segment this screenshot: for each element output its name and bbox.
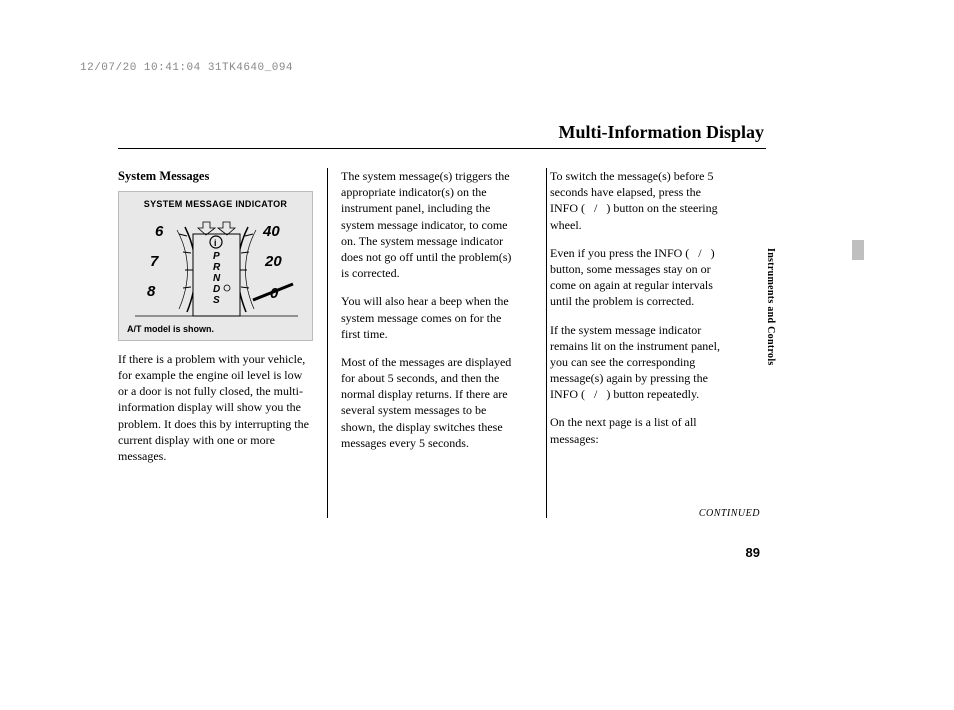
gear-r: R	[213, 262, 221, 273]
figure-caption: A/T model is shown.	[127, 323, 214, 335]
gauge-num-20: 20	[264, 253, 282, 270]
column-1: System Messages SYSTEM MESSAGE INDICATOR…	[118, 168, 327, 476]
gauge-diagram: 6 7 8 40 20 0	[125, 212, 308, 322]
gauge-num-7: 7	[150, 253, 159, 270]
gauge-num-40: 40	[262, 223, 280, 240]
gear-p: P	[213, 251, 220, 262]
page-title: Multi-Information Display	[558, 122, 764, 143]
col2-para-1: The system message(s) triggers the appro…	[341, 168, 522, 281]
title-rule	[118, 148, 766, 149]
col2-para-3: Most of the messages are displayed for a…	[341, 354, 522, 451]
section-label: Instruments and Controls	[765, 248, 776, 366]
gauge-figure: SYSTEM MESSAGE INDICATOR 6 7 8	[118, 191, 313, 341]
gear-n: N	[213, 273, 221, 284]
col3-para-2: Even if you press the INFO ( / ) button,…	[550, 245, 731, 310]
col3-para-1: To switch the message(s) before 5 second…	[550, 168, 731, 233]
gear-s: S	[213, 295, 220, 306]
col2-para-2: You will also hear a beep when the syste…	[341, 293, 522, 342]
col3-para-4: On the next page is a list of all messag…	[550, 414, 731, 446]
info-icon-letter: i	[214, 238, 217, 248]
content-columns: System Messages SYSTEM MESSAGE INDICATOR…	[118, 168, 746, 476]
system-messages-heading: System Messages	[118, 168, 313, 185]
gear-d: D	[213, 284, 220, 295]
col3-para-3: If the system message indicator remains …	[550, 322, 731, 403]
gauge-num-8: 8	[147, 283, 156, 300]
timestamp-text: 12/07/20 10:41:04 31TK4640_094	[80, 62, 293, 74]
column-2: The system message(s) triggers the appro…	[327, 168, 536, 476]
gauge-num-6: 6	[155, 223, 164, 240]
section-tab	[852, 240, 864, 260]
figure-title: SYSTEM MESSAGE INDICATOR	[119, 198, 312, 210]
continued-label: CONTINUED	[699, 508, 760, 519]
col1-para-1: If there is a problem with your vehicle,…	[118, 351, 313, 464]
column-3: To switch the message(s) before 5 second…	[536, 168, 745, 476]
page-number: 89	[746, 545, 760, 560]
